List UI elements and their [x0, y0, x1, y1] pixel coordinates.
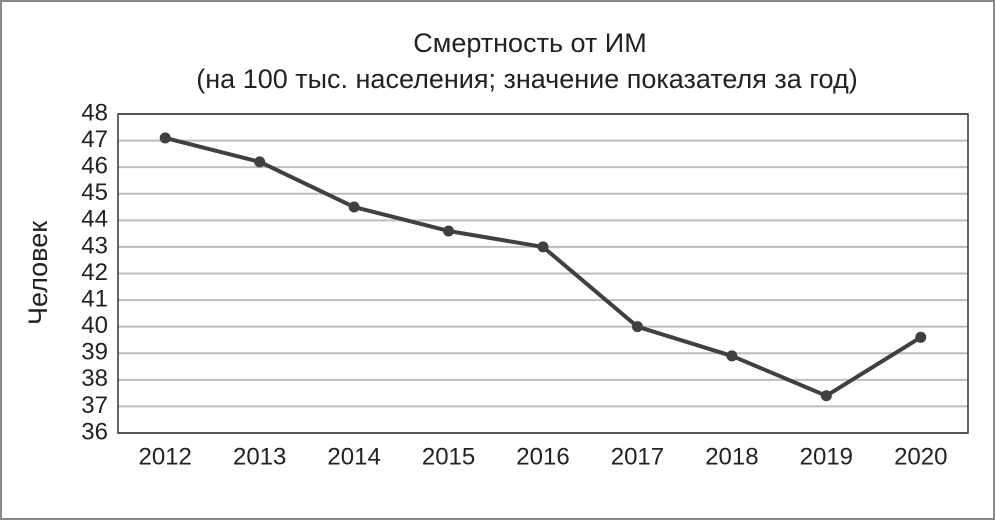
- point: [726, 350, 738, 362]
- point: [820, 390, 832, 402]
- y-tick-label: 45: [81, 179, 108, 206]
- point: [631, 321, 643, 333]
- y-tick-label: 48: [81, 99, 108, 126]
- x-tick-label: 2013: [233, 443, 286, 470]
- y-tick-label: 42: [81, 259, 108, 286]
- x-tick-label: 2019: [800, 443, 853, 470]
- y-tick-label: 43: [81, 232, 108, 259]
- x-tick-label: 2020: [894, 443, 947, 470]
- point: [537, 241, 549, 253]
- y-tick-label: 41: [81, 285, 108, 312]
- y-tick-label: 44: [81, 206, 108, 233]
- y-tick-label: 40: [81, 312, 108, 339]
- chart-title: Смертность от ИМ: [413, 28, 646, 58]
- y-tick-label: 37: [81, 392, 108, 419]
- y-tick-label: 39: [81, 339, 108, 366]
- y-tick-label: 36: [81, 418, 108, 445]
- point: [915, 331, 927, 343]
- point: [254, 156, 266, 168]
- x-tick-label: 2012: [139, 443, 192, 470]
- y-tick-label: 46: [81, 153, 108, 180]
- plot-border: [117, 113, 969, 434]
- y-tick-label: 38: [81, 365, 108, 392]
- point: [159, 132, 171, 144]
- y-tick-label: 47: [81, 126, 108, 153]
- point: [443, 225, 455, 237]
- x-tick-label: 2015: [422, 443, 475, 470]
- x-tick-label: 2018: [705, 443, 758, 470]
- point: [348, 201, 360, 213]
- x-tick-label: 2017: [611, 443, 664, 470]
- x-tick-label: 2014: [327, 443, 380, 470]
- x-tick-label: 2016: [516, 443, 569, 470]
- chart-subtitle: (на 100 тыс. населения; значение показат…: [196, 64, 857, 94]
- y-axis-label: Человек: [23, 221, 53, 325]
